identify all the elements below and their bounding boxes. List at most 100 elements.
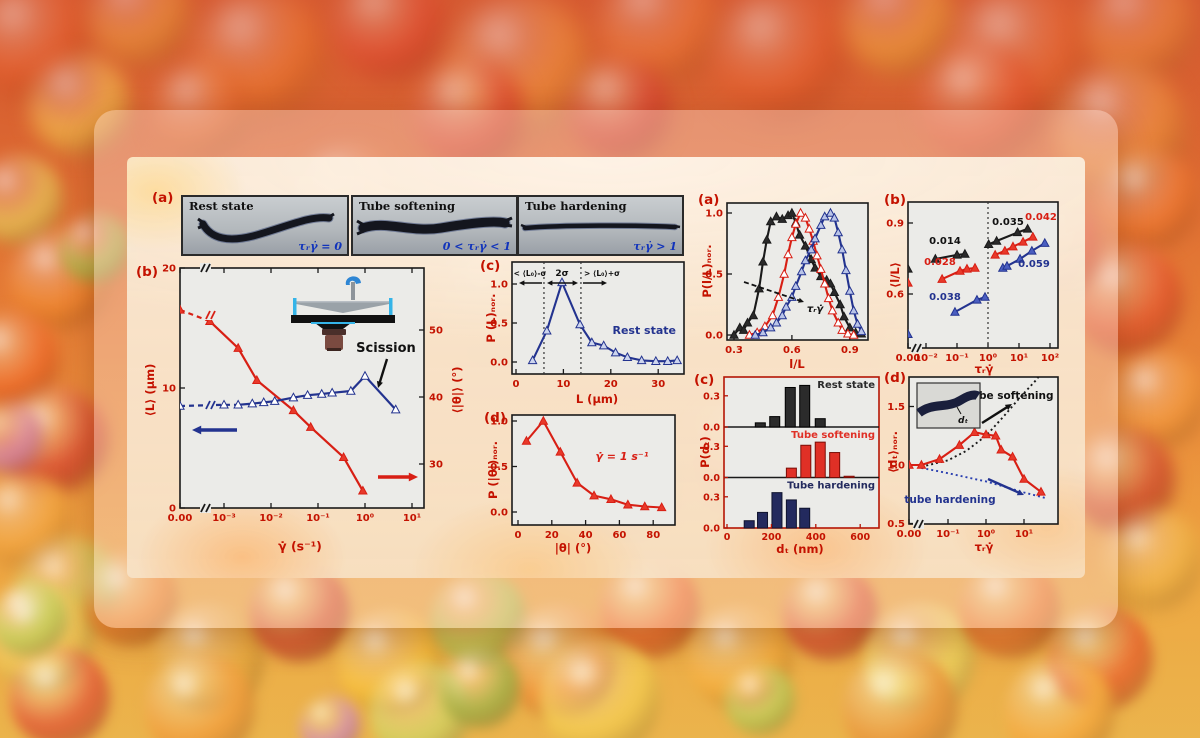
gel-bead [782,564,878,660]
micrograph-title: Rest state [189,199,254,213]
svg-text:0.3: 0.3 [703,442,720,453]
svg-text:tube softening: tube softening [966,390,1053,402]
svg-text:10⁻²: 10⁻² [259,513,283,524]
svg-text:τᵣγ̇: τᵣγ̇ [807,303,825,315]
svg-text:0.5: 0.5 [887,519,905,530]
svg-text:0.3: 0.3 [725,345,743,356]
micrograph-tube-hardening: Tube hardening τᵣγ̇ > 1 [517,195,684,256]
svg-text:60: 60 [612,530,626,541]
panel-d-letter: (d) [484,410,507,426]
gel-bead [440,648,520,728]
svg-text:30: 30 [429,460,443,471]
svg-text:< ⟨L₀⟩-σ: < ⟨L₀⟩-σ [514,269,547,278]
svg-text:0.0: 0.0 [703,423,720,434]
svg-text:80: 80 [646,530,660,541]
svg-text:0: 0 [515,530,522,541]
left-b-ylabel-right: ⟨|θ|⟩ (°) [450,366,464,414]
svg-text:1.5: 1.5 [887,402,905,413]
svg-text:0.6: 0.6 [783,345,801,356]
gel-bead [1102,510,1200,610]
svg-text:20: 20 [162,264,176,275]
panel-a-letter: (a) [152,190,174,206]
gel-bead [145,653,255,738]
svg-text:tube hardening: tube hardening [904,494,995,506]
chart-angle-distribution: 0 20 40 60 80 0.0 0.5 1.0 γ̇ = 1 s⁻¹ [490,414,676,541]
svg-text:0.0: 0.0 [490,358,508,369]
left-b-xlabel: γ̇ (s⁻¹) [278,538,322,554]
left-d-xlabel: |θ| (°) [554,541,592,555]
svg-text:Scission: Scission [356,341,416,356]
svg-text:10⁻¹: 10⁻¹ [945,353,969,364]
right-c-xlabel: dₜ (nm) [776,542,824,556]
svg-text:> ⟨L₀⟩+σ: > ⟨L₀⟩+σ [584,269,620,278]
svg-text:10²: 10² [1041,353,1059,364]
gel-bead [920,45,1040,165]
svg-text:0.3: 0.3 [703,492,720,503]
gel-bead [0,580,66,656]
svg-text:20: 20 [604,379,618,390]
svg-text:0: 0 [724,532,731,543]
left-c-xlabel: L (μm) [575,392,619,406]
right-c-ylabel: P(dₜ) [698,436,712,468]
svg-text:1.0: 1.0 [490,280,508,291]
gel-bead [540,638,660,738]
panel-c-letter: (c) [480,258,501,274]
tube-image-rest [197,212,335,244]
svg-text:20: 20 [545,530,559,541]
panel-rb-letter: (b) [884,192,907,208]
gel-bead [152,62,248,158]
svg-text:0.3: 0.3 [703,391,720,402]
panel-ra-letter: (a) [698,192,720,208]
svg-text:0.00: 0.00 [896,353,921,364]
svg-text:Rest state: Rest state [612,324,676,337]
svg-text:0.9: 0.9 [886,218,904,229]
svg-text:0.028: 0.028 [924,257,956,268]
svg-text:40: 40 [579,530,593,541]
svg-text:0.5: 0.5 [490,319,508,330]
svg-text:400: 400 [806,532,826,543]
svg-text:10¹: 10¹ [1015,529,1033,540]
gel-bead [842,650,958,738]
svg-text:0: 0 [513,379,520,390]
svg-text:10⁰: 10⁰ [977,529,995,540]
right-b-ylabel: ⟨l/L⟩ [888,262,902,288]
svg-text:0.038: 0.038 [929,292,961,303]
tube-image-hardening [520,222,681,232]
svg-text:0.035: 0.035 [992,217,1024,228]
svg-text:0.0: 0.0 [703,524,720,535]
svg-text:10⁻³: 10⁻³ [212,513,236,524]
chart-shear-length-angle: 0.00 10⁻³ 10⁻² 10⁻¹ 10⁰ 10¹ 0 10 20 30 40 50 Scissio… [162,263,443,524]
svg-text:0.5: 0.5 [705,270,723,281]
gel-bead [415,60,525,170]
svg-text:Tube hardening: Tube hardening [787,481,875,492]
gel-bead [60,213,130,283]
svg-text:1.0: 1.0 [887,461,905,472]
svg-text:10: 10 [556,379,570,390]
chart-persistence-distribution: 0.3 0.6 0.9 0.0 0.5 1.0 τᵣγ̇ [705,202,869,356]
gel-bead [10,648,110,738]
left-d-ylabel: P (|θ|)ₙₒᵣ. [486,440,500,500]
svg-text:0.6: 0.6 [886,290,904,301]
svg-text:200: 200 [761,532,781,543]
micrograph-rest-state: Rest state τᵣγ̇ = 0 [181,195,349,256]
svg-text:0.042: 0.042 [1025,212,1057,223]
tube-image-softening [356,216,513,236]
right-d-xlabel: τᵣγ̇ [974,540,994,554]
svg-text:30: 30 [651,379,665,390]
svg-text:40: 40 [429,393,443,404]
svg-text:10⁻²: 10⁻² [914,353,938,364]
svg-text:10¹: 10¹ [1010,353,1028,364]
gel-bead [715,0,845,120]
svg-text:600: 600 [850,532,870,543]
svg-text:10⁰: 10⁰ [979,353,997,364]
svg-text:0.0: 0.0 [705,331,723,342]
gel-bead [570,60,670,160]
svg-text:0.0: 0.0 [490,508,508,519]
micrograph-title: Tube softening [359,199,456,213]
svg-text:10¹: 10¹ [403,513,421,524]
svg-text:0.00: 0.00 [168,513,193,524]
svg-text:0.9: 0.9 [841,345,859,356]
